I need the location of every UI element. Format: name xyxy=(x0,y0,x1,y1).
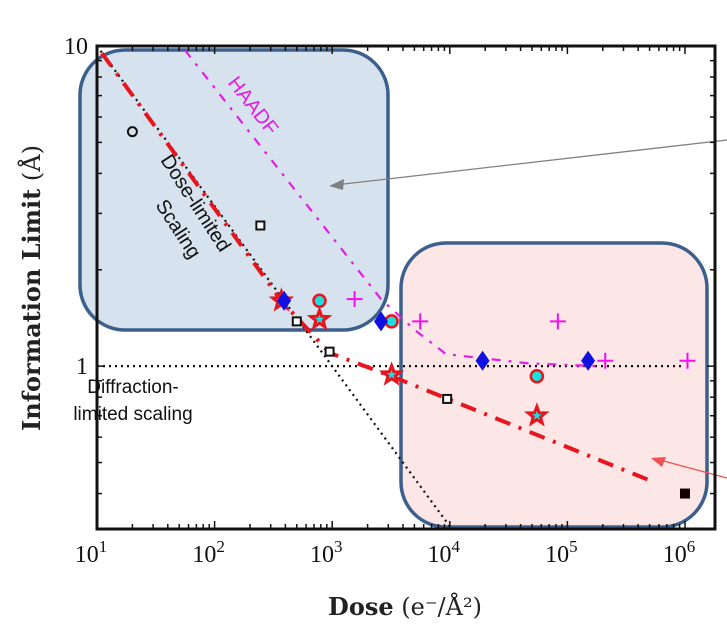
star-marker xyxy=(378,361,405,386)
trend-line-2 xyxy=(184,49,598,368)
filled-square-marker xyxy=(679,488,690,499)
x-tick-label: 105 xyxy=(545,537,578,568)
open-square-marker xyxy=(442,393,453,404)
y-tick-label: 1 xyxy=(76,354,88,380)
x-tick-base: 10 xyxy=(310,542,334,568)
x-tick-label: 101 xyxy=(75,537,108,568)
x-tick-exponent: 1 xyxy=(99,537,108,556)
x-tick-label: 102 xyxy=(192,537,225,568)
star-inner xyxy=(314,314,325,324)
x-tick-exponent: 4 xyxy=(452,537,461,556)
plus-marker xyxy=(412,313,429,330)
x-tick-exponent: 3 xyxy=(334,537,343,556)
x-tick-exponent: 5 xyxy=(569,537,578,556)
diffraction-label-line2: limited scaling xyxy=(73,404,192,425)
open-square-marker xyxy=(291,316,302,327)
x-tick-label: 106 xyxy=(663,537,696,568)
diamond-marker xyxy=(277,290,292,311)
x-tick-labels: 101 102 103 104 105 106 xyxy=(75,537,695,568)
star-inner xyxy=(532,410,542,420)
star-inner xyxy=(386,369,397,379)
plus-marker xyxy=(597,352,614,369)
x-tick-exponent: 6 xyxy=(687,537,696,556)
x-tick-label: 103 xyxy=(310,537,343,568)
open-square-marker xyxy=(324,346,335,357)
y-tick-label: 10 xyxy=(64,34,88,60)
high-dose-region xyxy=(399,241,709,529)
x-axis-label: Dose (e⁻/Å²) xyxy=(328,592,482,621)
y-axis-label: Information Limit (Å) xyxy=(17,145,46,431)
data-markers xyxy=(126,126,696,499)
cyan-circle-marker xyxy=(312,293,327,309)
plus-marker xyxy=(346,291,363,308)
diamond-marker xyxy=(373,311,388,332)
plus-marker xyxy=(549,313,566,330)
x-tick-label: 104 xyxy=(428,537,461,568)
diamond-marker xyxy=(581,350,596,371)
x-tick-base: 10 xyxy=(545,542,569,568)
open-square-marker xyxy=(255,220,266,231)
diffraction-label-line1: Diffraction- xyxy=(87,377,179,398)
cyan-circle-marker xyxy=(529,368,545,384)
plot-frame xyxy=(95,44,717,531)
open-circle-marker xyxy=(126,126,138,138)
gray-arrow xyxy=(329,139,727,190)
x-tick-base: 10 xyxy=(192,542,216,568)
x-tick-exponent: 2 xyxy=(216,537,225,556)
star-marker xyxy=(306,305,333,331)
y-tick-labels: 1 10 xyxy=(64,34,88,380)
x-tick-base: 10 xyxy=(663,542,687,568)
plus-marker xyxy=(679,352,696,369)
x-tick-base: 10 xyxy=(428,542,452,568)
x-tick-base: 10 xyxy=(75,542,99,568)
star-marker xyxy=(524,402,550,427)
diamond-marker xyxy=(475,350,490,371)
low-dose-region xyxy=(78,48,390,332)
